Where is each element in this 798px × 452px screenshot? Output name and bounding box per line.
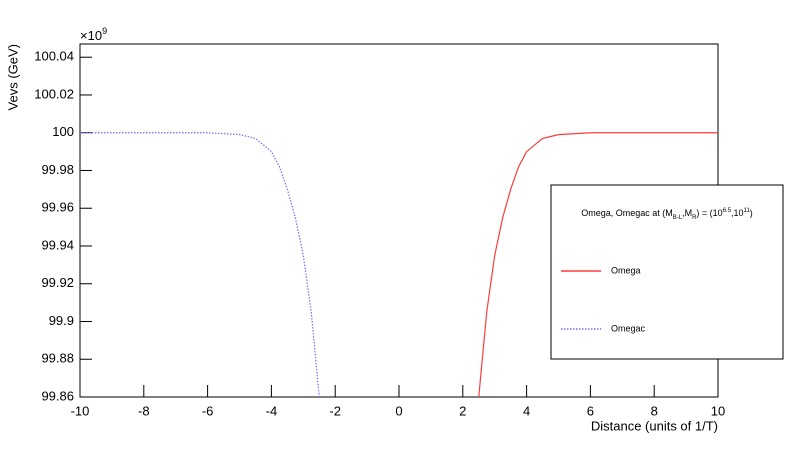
y-tick-label: 99.86 xyxy=(41,388,74,403)
legend-box xyxy=(550,184,784,360)
legend-title: Omega, Omegac at (MB-L,MR) = (106.5,1011… xyxy=(581,208,753,221)
y-tick-label: 100.02 xyxy=(34,86,74,101)
legend-label: Omegac xyxy=(611,323,646,333)
legend-title-part: ,M xyxy=(682,208,692,218)
x-tick-label: -2 xyxy=(329,403,341,418)
y-tick-label: 99.9 xyxy=(49,313,74,328)
x-tick-label: -10 xyxy=(71,403,90,418)
x-axis-title: Distance (units of 1/T) xyxy=(591,418,718,433)
y-axis-title: Vevs (GeV) xyxy=(5,44,20,110)
legend-label: Omega xyxy=(611,265,641,275)
y-tick-label: 99.96 xyxy=(41,200,74,215)
legend-title-part: Omega, Omegac at (M xyxy=(581,208,673,218)
x-tick-label: -4 xyxy=(266,403,278,418)
x-tick-label: 2 xyxy=(459,403,466,418)
y-tick-label: 99.98 xyxy=(41,162,74,177)
x-tick-label: 8 xyxy=(651,403,658,418)
x-tick-label: 0 xyxy=(395,403,402,418)
legend-title-part: 6.5 xyxy=(723,208,732,214)
legend-title-part: B-L xyxy=(673,215,683,221)
y-multiplier: ×109 xyxy=(80,26,107,43)
y-tick-label: 99.88 xyxy=(41,351,74,366)
x-tick-label: -8 xyxy=(138,403,150,418)
multiplier-exponent: 9 xyxy=(102,26,107,36)
legend-title-part: 11 xyxy=(744,208,751,214)
legend-title-part: ) xyxy=(750,208,753,218)
x-tick-label: 4 xyxy=(523,403,530,418)
legend-title-part: ,10 xyxy=(731,208,744,218)
x-tick-label: -6 xyxy=(202,403,214,418)
x-tick-label: 6 xyxy=(587,403,594,418)
x-tick-label: 10 xyxy=(711,403,725,418)
legend-title-part: ) = (10 xyxy=(696,208,722,218)
y-tick-label: 99.92 xyxy=(41,275,74,290)
series-line xyxy=(478,132,718,398)
y-tick-label: 100.04 xyxy=(34,49,74,64)
y-tick-label: 99.94 xyxy=(41,237,74,252)
multiplier-base: ×10 xyxy=(80,28,102,43)
y-tick-label: 100 xyxy=(52,124,74,139)
legend-title-part: R xyxy=(692,215,697,221)
series-line xyxy=(80,132,320,398)
